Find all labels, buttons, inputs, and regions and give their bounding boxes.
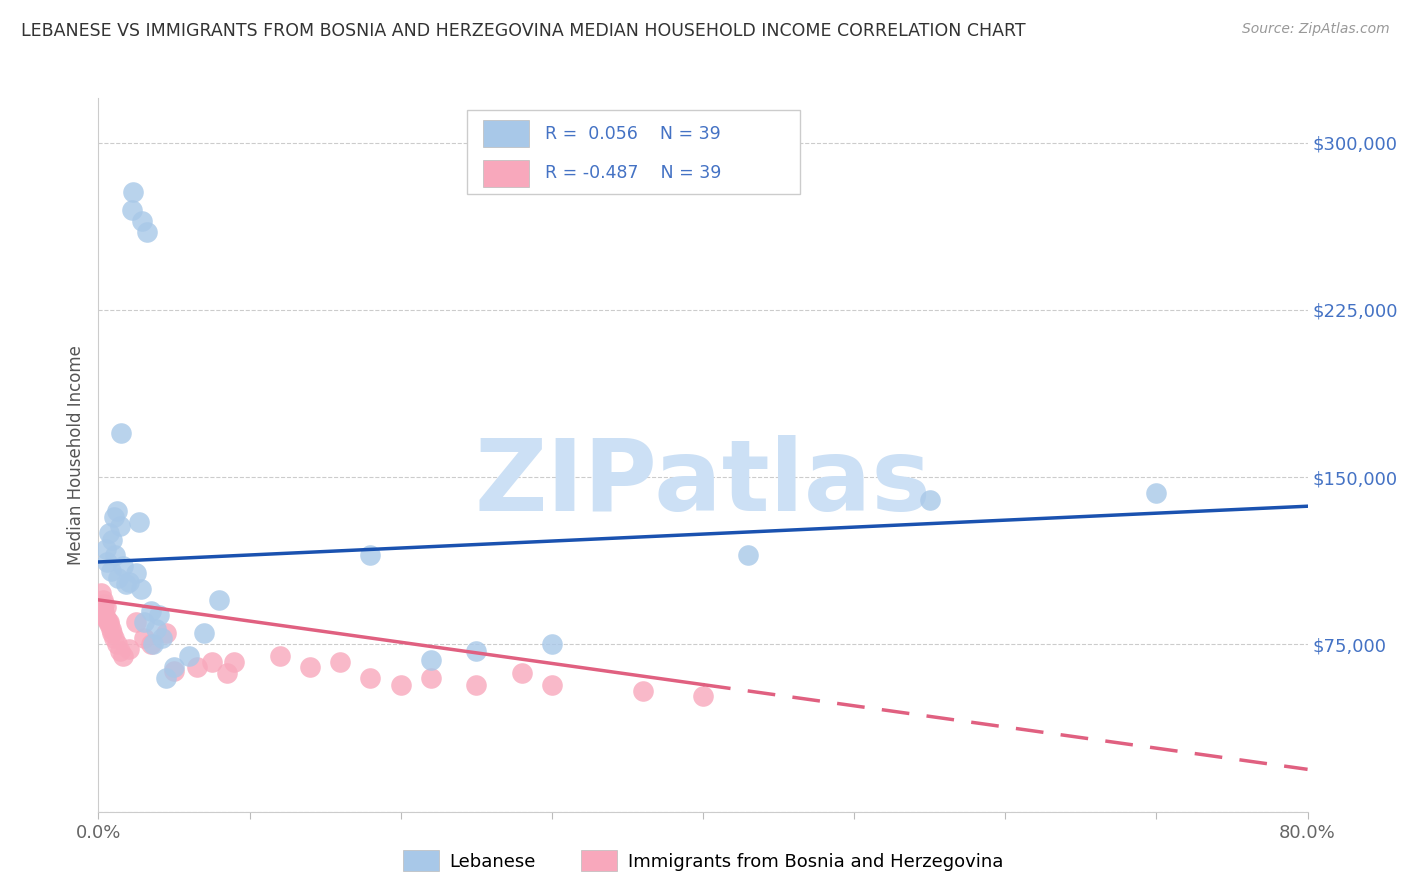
Point: [465, 644, 488, 658]
Point: [91, 601, 114, 615]
Point: [94, 610, 117, 624]
Text: ZIPatlas: ZIPatlas: [475, 435, 931, 532]
Point: [692, 689, 714, 703]
FancyBboxPatch shape: [482, 120, 529, 147]
Point: [541, 678, 564, 692]
Point: [132, 615, 155, 630]
Point: [148, 608, 170, 623]
Point: [163, 664, 186, 678]
Point: [108, 519, 131, 533]
Point: [141, 637, 163, 651]
Point: [104, 548, 127, 563]
Point: [90, 586, 112, 600]
Point: [98, 615, 121, 630]
Point: [93, 608, 115, 623]
Point: [142, 637, 165, 651]
Point: [1146, 485, 1168, 500]
Point: [541, 637, 564, 651]
Point: [141, 604, 163, 618]
Point: [155, 671, 177, 685]
Point: [93, 598, 115, 612]
Y-axis label: Median Household Income: Median Household Income: [67, 345, 86, 565]
Point: [193, 626, 215, 640]
Point: [631, 684, 654, 698]
Point: [145, 622, 167, 636]
Text: R =  0.056    N = 39: R = 0.056 N = 39: [544, 125, 720, 143]
Point: [105, 503, 128, 517]
Legend: Lebanese, Immigrants from Bosnia and Herzegovina: Lebanese, Immigrants from Bosnia and Her…: [395, 843, 1011, 879]
Point: [420, 653, 443, 667]
Point: [96, 613, 118, 627]
Point: [208, 592, 231, 607]
Point: [96, 555, 118, 569]
Point: [150, 631, 173, 645]
Point: [360, 671, 382, 685]
Point: [122, 185, 145, 199]
Point: [135, 225, 157, 239]
Point: [118, 574, 141, 589]
Point: [510, 666, 533, 681]
Point: [103, 631, 125, 645]
Point: [420, 671, 443, 685]
Point: [100, 622, 122, 636]
Point: [329, 655, 352, 669]
Point: [155, 626, 177, 640]
Point: [107, 571, 129, 585]
Point: [389, 678, 412, 692]
Point: [101, 626, 124, 640]
Point: [163, 660, 186, 674]
Point: [121, 202, 143, 217]
Point: [101, 533, 124, 547]
Point: [111, 648, 134, 663]
Point: [108, 644, 131, 658]
FancyBboxPatch shape: [482, 160, 529, 187]
Point: [360, 548, 382, 563]
Point: [91, 592, 114, 607]
Point: [215, 666, 238, 681]
Text: Source: ZipAtlas.com: Source: ZipAtlas.com: [1241, 22, 1389, 37]
Point: [125, 615, 148, 630]
Point: [128, 515, 150, 529]
FancyBboxPatch shape: [467, 111, 800, 194]
Point: [299, 660, 322, 674]
Point: [186, 660, 208, 674]
Point: [94, 599, 117, 614]
Point: [131, 213, 153, 227]
Point: [918, 492, 941, 507]
Point: [110, 425, 132, 440]
Text: LEBANESE VS IMMIGRANTS FROM BOSNIA AND HERZEGOVINA MEDIAN HOUSEHOLD INCOME CORRE: LEBANESE VS IMMIGRANTS FROM BOSNIA AND H…: [21, 22, 1026, 40]
Point: [100, 564, 122, 578]
Point: [91, 604, 114, 618]
Point: [94, 541, 117, 556]
Point: [98, 617, 121, 632]
Point: [103, 510, 125, 524]
Point: [111, 559, 134, 574]
Point: [224, 655, 246, 669]
Point: [269, 648, 291, 663]
Point: [114, 577, 136, 591]
Point: [105, 637, 128, 651]
Point: [737, 548, 759, 563]
Point: [465, 678, 488, 692]
Point: [179, 648, 201, 663]
Point: [129, 582, 152, 596]
Point: [98, 526, 121, 541]
Point: [125, 566, 148, 581]
Point: [132, 631, 155, 645]
Text: R = -0.487    N = 39: R = -0.487 N = 39: [544, 164, 721, 182]
Point: [93, 607, 115, 621]
Point: [118, 642, 141, 657]
Point: [201, 655, 224, 669]
